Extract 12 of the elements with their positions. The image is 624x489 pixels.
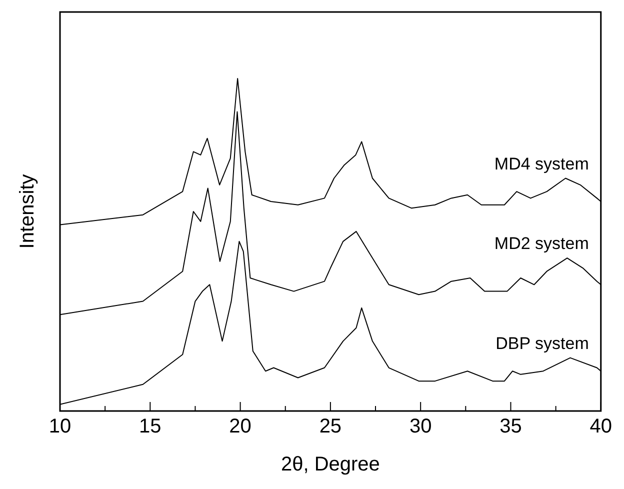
- y-axis-title: Intensity: [16, 174, 39, 249]
- x-tick-label: 10: [48, 416, 72, 438]
- series-label: MD4 system: [494, 154, 589, 174]
- x-tick-label: 20: [229, 416, 252, 438]
- x-axis-title: 2θ, Degree: [280, 454, 380, 476]
- x-tick-label: 30: [409, 416, 432, 438]
- x-tick-label: 40: [590, 416, 612, 438]
- x-tick-label: 15: [139, 416, 162, 438]
- series-label: MD2 system: [494, 234, 589, 254]
- x-tick-label: 25: [319, 416, 342, 438]
- x-tick-label: 35: [500, 416, 522, 438]
- series-label: DBP system: [496, 334, 589, 353]
